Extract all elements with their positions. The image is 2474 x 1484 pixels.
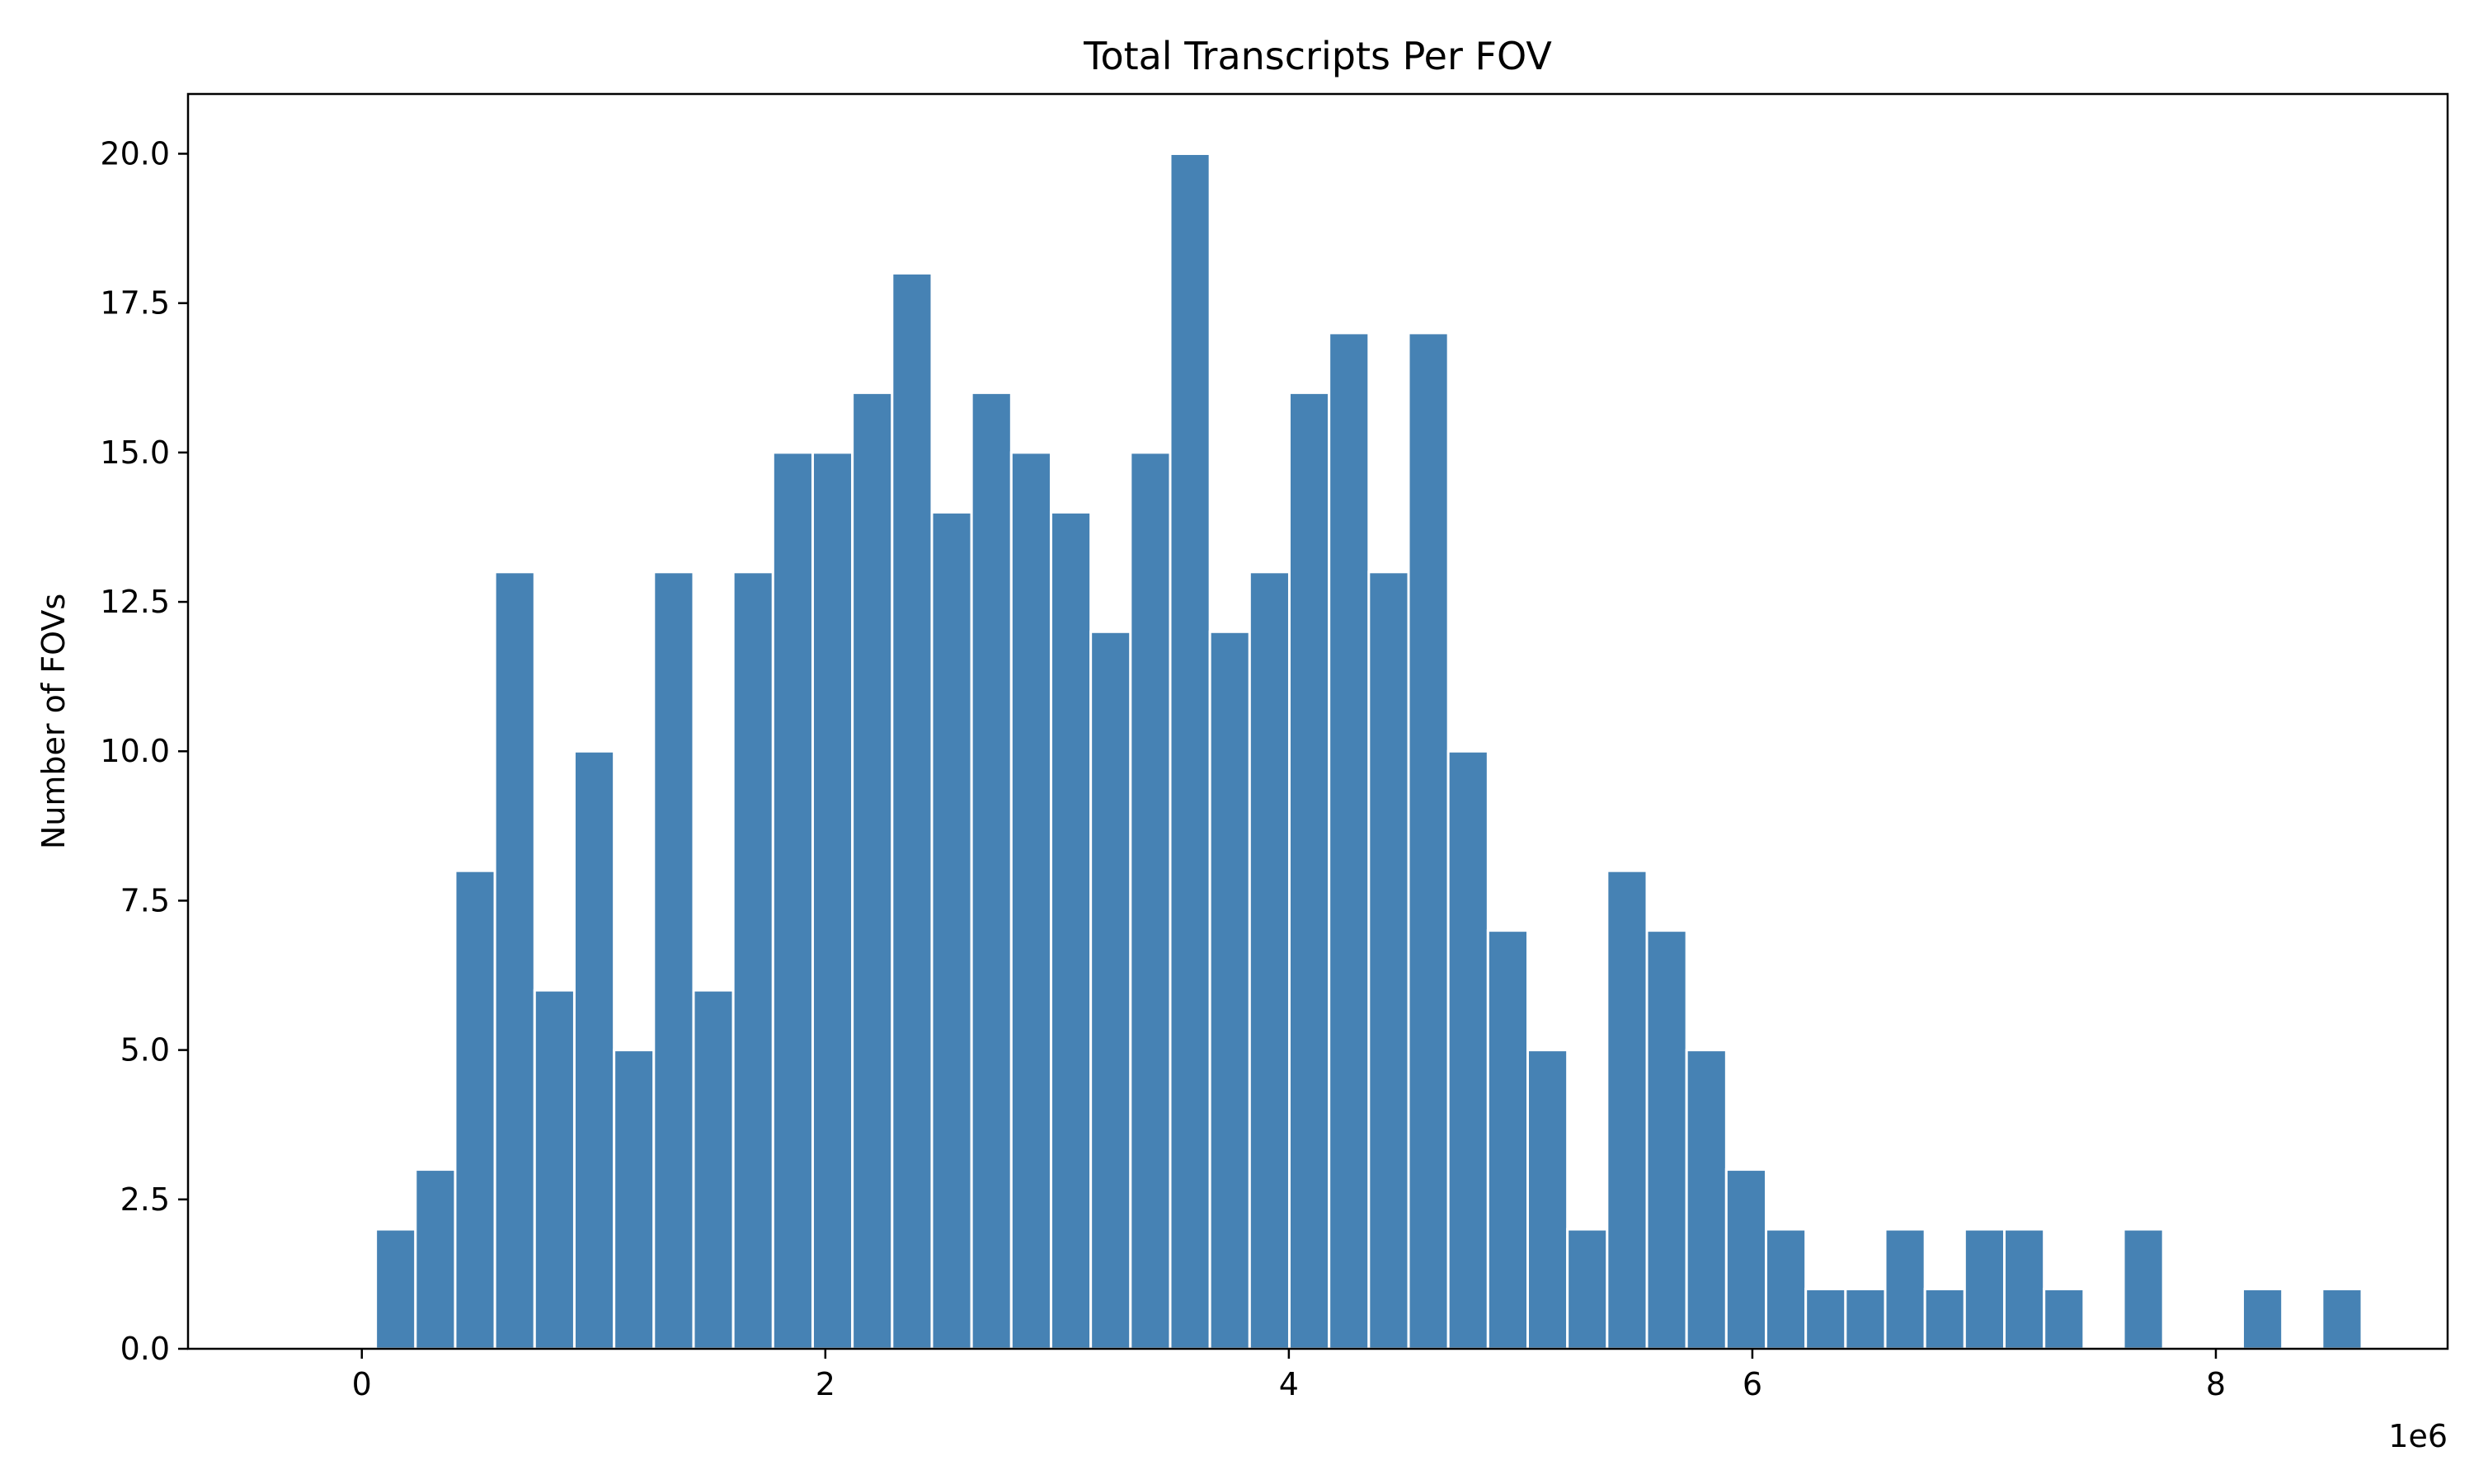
histogram-bar [1844, 1288, 1887, 1350]
x-tick-label: 6 [1743, 1366, 1762, 1402]
histogram-bar [1446, 749, 1489, 1350]
x-tick-label: 0 [352, 1366, 372, 1402]
chart-title: Total Transcripts Per FOV [1083, 34, 1552, 78]
histogram-bar [930, 510, 973, 1350]
y-axis-ticks: 0.0 2.5 5.0 7.5 10.0 12.5 15.0 17.5 20.0 [100, 135, 188, 1367]
bars-group [374, 152, 2363, 1350]
y-tick-label: 20.0 [100, 135, 170, 171]
histogram-bar [1765, 1228, 1808, 1350]
histogram-bar [1486, 929, 1529, 1350]
histogram-bar [1645, 929, 1688, 1350]
y-tick-label: 15.0 [100, 434, 170, 471]
histogram-bar [1328, 331, 1371, 1350]
histogram-bar [1367, 571, 1410, 1350]
y-axis-label: Number of FOVs [35, 594, 72, 849]
histogram-bar [1963, 1228, 2006, 1350]
histogram-bar [1526, 1049, 1569, 1350]
histogram-bar [1129, 451, 1172, 1350]
histogram-bar [414, 1168, 457, 1350]
histogram-bar [2003, 1228, 2046, 1350]
histogram-bar [493, 571, 536, 1350]
y-tick-label: 0.0 [120, 1331, 170, 1367]
x-offset-label: 1e6 [2388, 1418, 2448, 1454]
histogram-bar [2122, 1228, 2165, 1350]
histogram-bar [454, 869, 496, 1350]
histogram-bar [1804, 1288, 1847, 1350]
x-tick-label: 2 [816, 1366, 835, 1402]
histogram-bar [2043, 1288, 2086, 1350]
y-tick-label: 12.5 [100, 584, 170, 620]
histogram-bar [731, 571, 774, 1350]
histogram-bar [970, 391, 1013, 1350]
histogram-bar [1208, 630, 1251, 1350]
histogram-bar [891, 271, 934, 1350]
histogram-bar [2321, 1288, 2363, 1350]
histogram-bar [1009, 451, 1052, 1350]
y-tick-label: 17.5 [100, 285, 170, 322]
histogram-bar [1923, 1288, 1966, 1350]
x-tick-label: 8 [2206, 1366, 2226, 1402]
y-tick-label: 5.0 [120, 1032, 170, 1068]
y-tick-label: 2.5 [120, 1181, 170, 1218]
histogram-bar [1248, 571, 1291, 1350]
histogram-bar [771, 451, 814, 1350]
histogram-bar [1606, 869, 1649, 1350]
plot-frame [186, 92, 2449, 1350]
histogram-bar [811, 451, 854, 1350]
histogram-bar [1884, 1228, 1926, 1350]
y-tick-label: 10.0 [100, 733, 170, 769]
histogram-bar [1287, 391, 1331, 1350]
histogram-bar [1685, 1049, 1728, 1350]
histogram-bar [1049, 510, 1093, 1350]
histogram-bar [1169, 152, 1211, 1350]
histogram-bar [1089, 630, 1132, 1350]
histogram-bar [374, 1228, 417, 1350]
histogram-bar [1724, 1168, 1768, 1350]
histogram-bar [533, 989, 576, 1350]
x-tick-label: 4 [1279, 1366, 1299, 1402]
histogram-bar [572, 749, 616, 1350]
histogram-bar [2241, 1288, 2284, 1350]
histogram-bar [613, 1049, 656, 1350]
histogram-bar [652, 571, 695, 1350]
histogram-bar [1566, 1228, 1609, 1350]
x-axis-ticks: 0 2 4 6 8 [352, 1349, 2226, 1402]
histogram-bar [1407, 331, 1450, 1350]
histogram-bar [692, 989, 735, 1350]
y-tick-label: 7.5 [120, 882, 170, 918]
histogram-bar [851, 391, 894, 1350]
